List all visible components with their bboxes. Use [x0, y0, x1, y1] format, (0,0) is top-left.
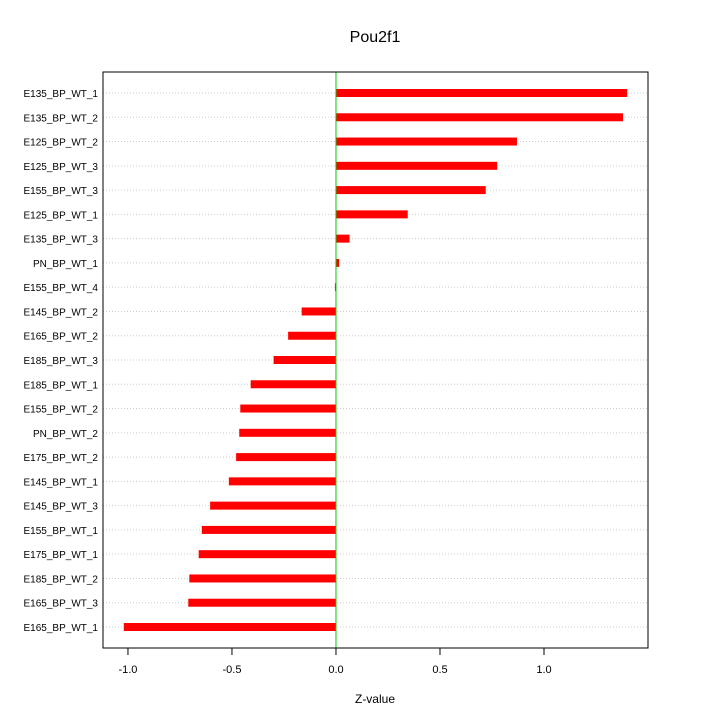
bar	[198, 550, 336, 559]
y-tick-label: E145_BP_WT_3	[24, 502, 99, 513]
bar	[334, 283, 336, 292]
y-tick-label: E175_BP_WT_1	[24, 550, 99, 561]
chart-title: Pou2f1	[350, 29, 401, 46]
x-tick-label: -0.5	[222, 664, 241, 676]
y-tick-label: E155_BP_WT_4	[24, 283, 99, 294]
y-tick-label: E125_BP_WT_1	[24, 210, 99, 221]
x-tick-label: 0.5	[432, 664, 447, 676]
bar	[236, 453, 336, 462]
bar	[335, 258, 340, 267]
bar	[335, 210, 408, 219]
y-tick-label: E125_BP_WT_2	[24, 138, 99, 149]
y-tick-label: E155_BP_WT_2	[24, 405, 99, 416]
bar	[335, 137, 517, 146]
bar	[240, 404, 336, 413]
y-tick-label: E135_BP_WT_2	[24, 113, 99, 124]
bar	[239, 428, 336, 437]
y-tick-label: E185_BP_WT_2	[24, 574, 99, 585]
y-tick-label: E145_BP_WT_2	[24, 307, 99, 318]
x-tick-label: -1.0	[118, 664, 137, 676]
bar	[335, 234, 350, 243]
y-tick-label: E155_BP_WT_3	[24, 186, 99, 197]
x-tick-label: 0.0	[328, 664, 343, 676]
y-tick-label: E165_BP_WT_1	[24, 623, 99, 634]
y-tick-label: E185_BP_WT_3	[24, 356, 99, 367]
x-tick-label: 1.0	[536, 664, 551, 676]
bar	[250, 380, 336, 389]
x-axis-label: Z-value	[355, 692, 395, 706]
bar	[188, 598, 336, 607]
y-tick-label: E135_BP_WT_1	[24, 89, 99, 100]
bar	[273, 356, 336, 364]
bar	[189, 574, 336, 583]
grid-layer	[103, 92, 648, 628]
y-tick-label: PN_BP_WT_2	[33, 429, 98, 440]
y-tick-label: E145_BP_WT_1	[24, 477, 99, 488]
y-tick-label: E135_BP_WT_3	[24, 235, 99, 246]
y-tick-label: E165_BP_WT_2	[24, 332, 99, 343]
bar	[210, 501, 336, 510]
bar	[335, 186, 486, 195]
bar	[123, 623, 336, 631]
bar	[335, 161, 498, 170]
y-tick-label: E165_BP_WT_3	[24, 599, 99, 610]
bar	[301, 307, 336, 316]
y-category-labels: E135_BP_WT_1 E135_BP_WT_2 E125_BP_WT_2 E125…	[24, 89, 99, 634]
bar	[335, 113, 624, 122]
bar	[228, 477, 336, 486]
bar	[335, 89, 628, 97]
y-tick-label: PN_BP_WT_1	[33, 259, 98, 270]
bar-layer	[123, 89, 628, 631]
y-tick-label: E125_BP_WT_3	[24, 162, 99, 173]
y-tick-label: E175_BP_WT_2	[24, 453, 99, 464]
x-axis: -1.0 -0.5 0.0 0.5 1.0	[118, 647, 552, 676]
y-tick-label: E185_BP_WT_1	[24, 380, 99, 391]
bar	[288, 331, 336, 340]
y-tick-label: E155_BP_WT_1	[24, 526, 99, 537]
bar	[201, 525, 336, 534]
